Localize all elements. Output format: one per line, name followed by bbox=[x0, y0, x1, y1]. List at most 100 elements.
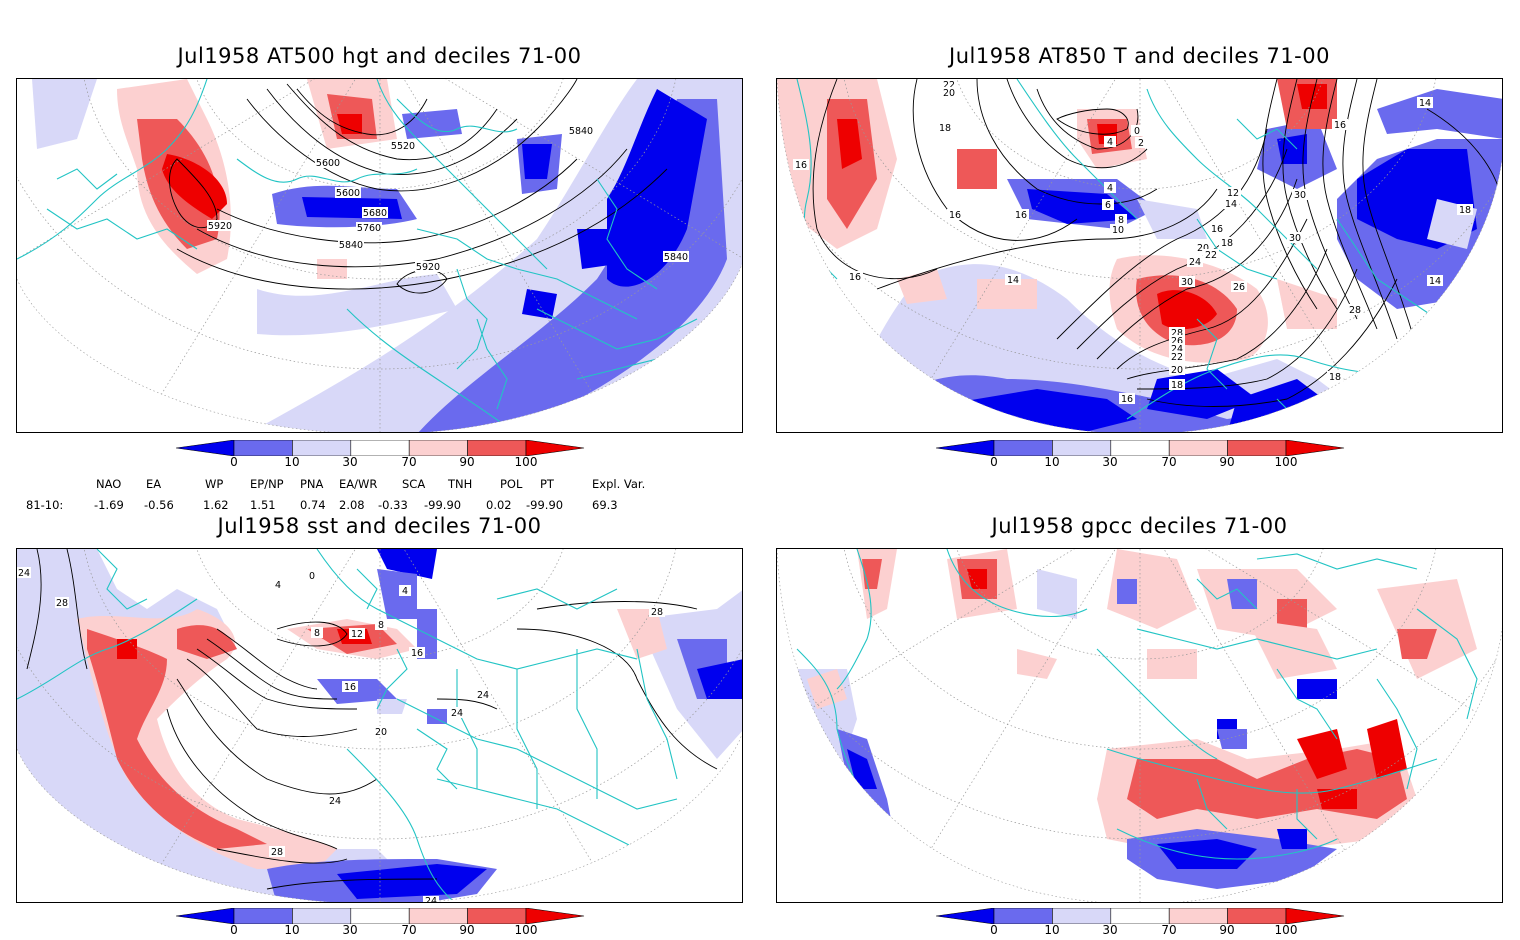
contour-label: 5840 bbox=[339, 240, 363, 251]
contour-label: 18 bbox=[1221, 238, 1233, 249]
colorbar-label: 10 bbox=[1044, 923, 1060, 937]
contour-label: 24 bbox=[451, 708, 463, 719]
map-t850: 22 20 18 16 16 16 14 4 0 2 4 6 8 10 12 1… bbox=[776, 78, 1503, 433]
contour-label: 14 bbox=[1225, 199, 1237, 210]
contour-label: 5840 bbox=[664, 252, 688, 263]
contour-label: 16 bbox=[1015, 210, 1027, 221]
colorbar-swatch bbox=[1168, 907, 1228, 925]
index-value: 1.62 bbox=[203, 498, 229, 512]
colorbar-label: 30 bbox=[1102, 455, 1118, 469]
contour-label: 16 bbox=[344, 682, 356, 693]
colorbar-swatch bbox=[993, 439, 1053, 457]
contour-label: 16 bbox=[411, 648, 423, 659]
colorbar-t850: 0 10 30 70 90 100 bbox=[935, 439, 1346, 474]
colorbar-swatch bbox=[408, 439, 468, 457]
contour-label: 20 bbox=[943, 88, 955, 99]
colorbar-label: 90 bbox=[1219, 923, 1235, 937]
contour-label: 30 bbox=[1181, 277, 1193, 288]
colorbar-label: 30 bbox=[342, 455, 358, 469]
contour-label: 14 bbox=[1007, 275, 1019, 286]
map-z500: 5920 5600 5520 5600 5680 5760 5840 5920 … bbox=[16, 78, 743, 433]
contour-label: 5600 bbox=[316, 158, 340, 169]
colorbar-label: 10 bbox=[284, 923, 300, 937]
contour-label: 24 bbox=[1189, 257, 1201, 268]
colorbar-label: 0 bbox=[990, 923, 998, 937]
colorbar-label: 100 bbox=[1274, 455, 1298, 469]
colorbar-label: 0 bbox=[230, 923, 238, 937]
colorbar-swatch bbox=[350, 439, 410, 457]
colorbar-swatch bbox=[467, 439, 527, 457]
contour-label: 5920 bbox=[208, 221, 232, 232]
colorbar-z500: 0 10 30 70 90 100 bbox=[175, 439, 586, 474]
index-value: 2.08 bbox=[339, 498, 365, 512]
colorbar-label: 70 bbox=[1161, 923, 1177, 937]
index-header: WP bbox=[205, 477, 224, 491]
colorbar-swatch bbox=[1110, 907, 1170, 925]
colorbar-lower-cap bbox=[935, 439, 995, 457]
colorbar-label: 90 bbox=[459, 455, 475, 469]
index-value: -99.90 bbox=[424, 498, 462, 512]
colorbar-label: 10 bbox=[284, 455, 300, 469]
contour-label: 24 bbox=[329, 796, 341, 807]
index-value: -99.90 bbox=[526, 498, 564, 512]
contour-label: 22 bbox=[1205, 250, 1217, 261]
index-value: 69.3 bbox=[592, 498, 618, 512]
contour-label: 16 bbox=[1121, 394, 1133, 405]
colorbar-lower-cap bbox=[175, 439, 235, 457]
index-header: Expl. Var. bbox=[592, 477, 646, 491]
colorbar-label: 30 bbox=[342, 923, 358, 937]
colorbar-swatches bbox=[935, 907, 1345, 925]
contour-label: 18 bbox=[1459, 205, 1471, 216]
colorbar-swatch bbox=[1052, 439, 1112, 457]
contour-label: 5920 bbox=[416, 262, 440, 273]
index-header: PNA bbox=[300, 477, 324, 491]
colorbar-label: 90 bbox=[1219, 455, 1235, 469]
contour-label: 30 bbox=[1289, 233, 1301, 244]
colorbar-label: 0 bbox=[990, 455, 998, 469]
index-row-label: 81-10: bbox=[26, 498, 64, 512]
contour-label: 28 bbox=[1171, 328, 1183, 339]
contour-label: 4 bbox=[1107, 183, 1113, 194]
contour-label: 4 bbox=[275, 580, 281, 591]
colorbar-swatch bbox=[467, 907, 527, 925]
panel-title-t850: Jul1958 AT850 T and deciles 71-00 bbox=[949, 44, 1330, 68]
index-value: -1.69 bbox=[94, 498, 124, 512]
colorbar-swatch bbox=[1168, 439, 1228, 457]
contour-label: 4 bbox=[402, 586, 408, 597]
colorbar-label: 90 bbox=[459, 923, 475, 937]
panel-title-sst: Jul1958 sst and deciles 71-00 bbox=[217, 514, 542, 538]
colorbar-swatch bbox=[292, 907, 352, 925]
contour-label: 14 bbox=[1429, 276, 1441, 287]
colorbar-lower-cap bbox=[175, 907, 235, 925]
index-header: EA/WR bbox=[339, 477, 378, 491]
contour-label: 28 bbox=[651, 607, 663, 618]
contour-label: 5520 bbox=[391, 141, 415, 152]
index-header: EA bbox=[146, 477, 162, 491]
contour-label: 16 bbox=[949, 210, 961, 221]
contour-label: 5600 bbox=[336, 188, 360, 199]
contour-label: 6 bbox=[1105, 200, 1111, 211]
colorbar-swatch bbox=[1052, 907, 1112, 925]
colorbar-upper-cap bbox=[525, 907, 585, 925]
panel-title-gpcc: Jul1958 gpcc deciles 71-00 bbox=[991, 514, 1288, 538]
contour-label: 16 bbox=[1211, 224, 1223, 235]
contour-label: 28 bbox=[1349, 305, 1361, 316]
contour-label: 28 bbox=[271, 847, 283, 858]
contour-label: 10 bbox=[1112, 225, 1124, 236]
index-header: NAO bbox=[96, 477, 122, 491]
contour-label: 18 bbox=[1171, 380, 1183, 391]
contour-label: 26 bbox=[1233, 282, 1245, 293]
index-value: -0.56 bbox=[144, 498, 174, 512]
contour-label: 5840 bbox=[569, 126, 593, 137]
contour-label: 0 bbox=[1134, 126, 1140, 137]
contour-label: 4 bbox=[1107, 137, 1113, 148]
colorbar-label: 100 bbox=[514, 455, 538, 469]
index-header: TNH bbox=[448, 477, 473, 491]
colorbar-upper-cap bbox=[1285, 439, 1345, 457]
contour-label: 18 bbox=[939, 123, 951, 134]
contour-label: 22 bbox=[943, 80, 955, 91]
contour-label: 16 bbox=[795, 160, 807, 171]
colorbar-swatch bbox=[1110, 439, 1170, 457]
contour-label: 20 bbox=[1171, 365, 1183, 376]
colorbar-label: 30 bbox=[1102, 923, 1118, 937]
